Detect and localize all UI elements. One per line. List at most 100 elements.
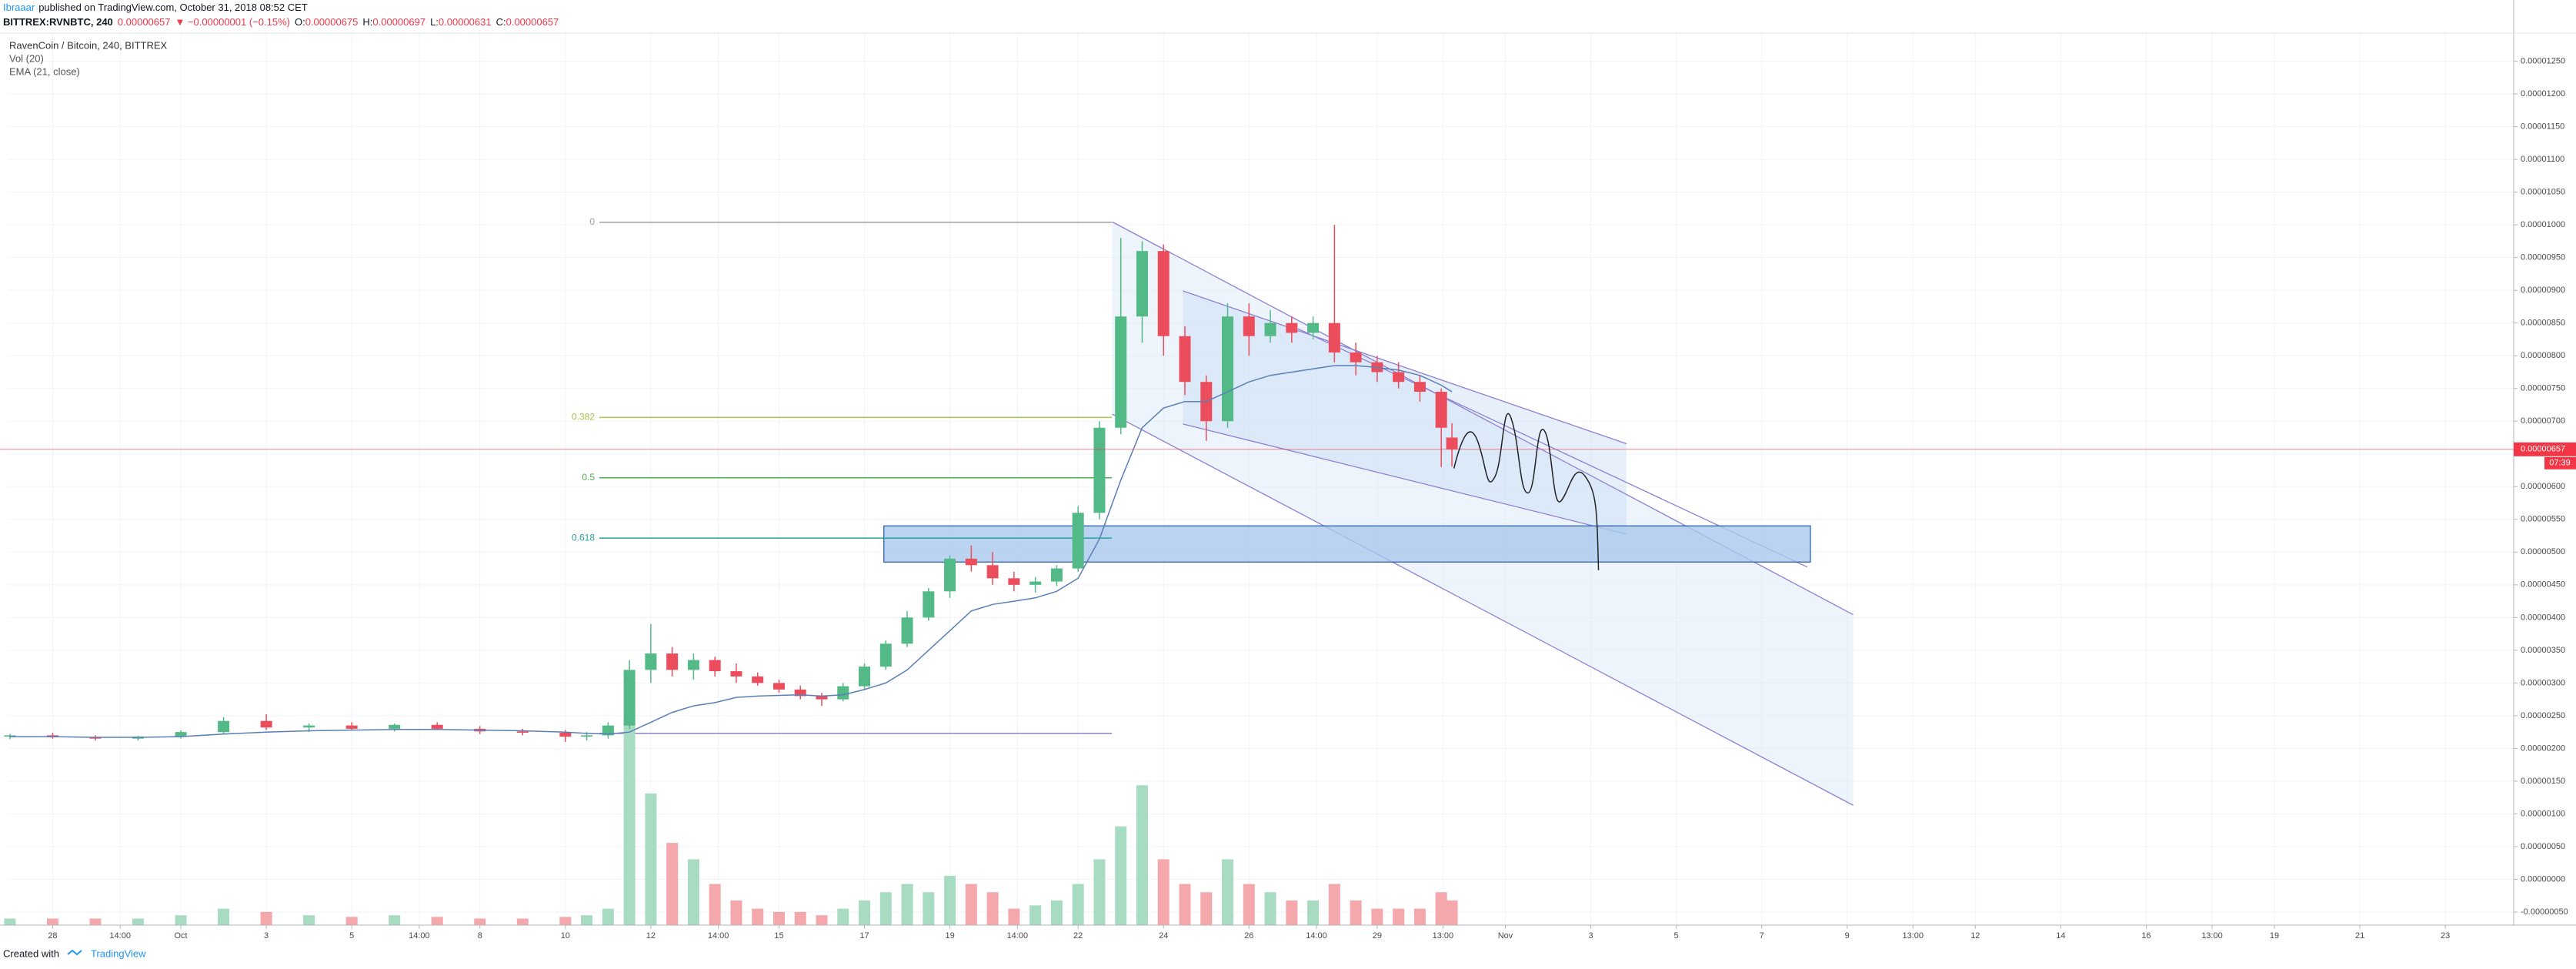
volume-bar <box>944 875 956 925</box>
volume-bar <box>687 859 699 925</box>
x-tick-label: 14:00 <box>1007 931 1029 941</box>
x-tick-label: 15 <box>774 931 783 941</box>
y-tick-label: 0.00001100 <box>2521 155 2564 164</box>
last-price-box <box>2514 442 2576 456</box>
y-tick-label: 0.00000500 <box>2521 547 2565 556</box>
candle-body <box>1072 513 1084 569</box>
candle-body <box>1243 316 1255 336</box>
header-line: BITTREX:RVNBTC, 240 0.00000657 ▼ −0.000000… <box>3 16 559 28</box>
volume-bar <box>965 884 977 925</box>
channel-line <box>1183 290 1627 445</box>
y-tick-label: 0.00000800 <box>2521 351 2565 360</box>
candle-body <box>965 558 977 566</box>
ohlc-key: L: <box>430 16 439 28</box>
candle-body <box>837 686 849 700</box>
ohlc-key: O: <box>295 16 305 28</box>
y-tick-label: 0.00001200 <box>2521 89 2565 99</box>
y-tick-label: 0.00000050 <box>2521 842 2565 851</box>
countdown-box <box>2544 456 2576 469</box>
volume-bar <box>175 915 187 925</box>
indicator-label: EMA (21, close) <box>9 65 80 77</box>
x-tick-label: 19 <box>2270 931 2279 941</box>
series: 0 0.382 0.5 0.618 <box>0 216 2514 925</box>
x-tick-label: 14:00 <box>1306 931 1327 941</box>
y-tick-label: 0.00000150 <box>2521 777 2565 786</box>
candle-body <box>1446 437 1458 449</box>
candle-body <box>1157 251 1170 336</box>
candle-body <box>175 732 187 737</box>
candle-body <box>1307 322 1320 333</box>
candle-body <box>1029 581 1042 585</box>
ohlc-key: C: <box>496 16 506 28</box>
candle-body <box>260 720 272 728</box>
ohlc-key: H: <box>362 16 372 28</box>
candle-body <box>687 660 699 670</box>
published: published on TradingView.com, October 31… <box>38 2 308 13</box>
candle-body <box>709 660 721 672</box>
candle-body <box>389 724 401 729</box>
volume-bar <box>389 915 401 925</box>
x-tick-label: 5 <box>349 931 354 941</box>
volume-bar <box>709 884 721 925</box>
y-tick-label: 0.00000450 <box>2521 580 2565 590</box>
author: Ibraaar <box>3 2 35 13</box>
ohlc-value: 0.00000631 <box>439 16 492 28</box>
x-tick-label: 14 <box>2056 931 2065 941</box>
x-tick-label: Nov <box>1498 931 1513 941</box>
candle-body <box>345 725 358 729</box>
volume-bar <box>1222 859 1234 925</box>
x-tick-label: 14:00 <box>109 931 131 941</box>
ohlc-value: 0.00000697 <box>372 16 425 28</box>
volume-bar <box>1072 884 1084 925</box>
candle-body <box>1328 322 1340 353</box>
volume-bar <box>1157 859 1170 925</box>
logo <box>67 949 82 956</box>
candle-body <box>431 724 443 729</box>
y-tick-label: 0.00000000 <box>2521 874 2565 884</box>
projection <box>1453 413 1600 570</box>
candle-body <box>303 725 315 728</box>
volume-bar <box>1328 884 1340 925</box>
y-tick-label: 0.00000400 <box>2521 613 2565 622</box>
x-tick-label: 24 <box>1159 931 1168 941</box>
ema-line <box>9 365 1453 738</box>
volume-bar <box>1029 905 1042 925</box>
candle-body <box>516 731 529 733</box>
volume-bar <box>837 908 849 925</box>
last-price-label: 0.00000657 <box>2521 445 2565 454</box>
candle-body <box>666 653 679 670</box>
x-tick-label: 8 <box>478 931 482 941</box>
volume-bar <box>516 918 529 925</box>
volume-bar <box>794 911 806 925</box>
x-tick-label: 12 <box>646 931 656 941</box>
x-tick-label: 13:00 <box>2201 931 2223 941</box>
volume-bar <box>1371 908 1383 925</box>
volume-bar <box>303 915 315 925</box>
projection-path <box>1453 413 1600 570</box>
channel-line <box>1112 413 1854 806</box>
candle-body <box>1115 316 1127 428</box>
volume-bar <box>986 892 999 925</box>
y-tick-label: 0.00000250 <box>2521 711 2565 720</box>
candle-body <box>1393 372 1405 383</box>
candle-body <box>581 735 593 737</box>
y-tick-label: 0.00000600 <box>2521 482 2565 491</box>
x-tick-label: 26 <box>1244 931 1253 941</box>
volume-bar <box>559 917 572 925</box>
candle-body <box>559 733 572 737</box>
x-tick-label: 3 <box>264 931 269 941</box>
volume-bar <box>752 908 764 925</box>
x-tick-label: Oct <box>174 931 187 941</box>
x-tick-label: 19 <box>945 931 954 941</box>
volume-bar <box>1435 892 1447 925</box>
y-tick-label: 0.00000300 <box>2521 678 2565 687</box>
volume-bar <box>1307 900 1320 925</box>
y-tick-label: 0.00000950 <box>2521 253 2565 262</box>
candle-body <box>986 565 999 579</box>
candle-body <box>1050 568 1063 582</box>
volume-bar <box>474 918 486 925</box>
drawings <box>883 221 1854 806</box>
y-tick-label: 0.00000100 <box>2521 809 2565 818</box>
